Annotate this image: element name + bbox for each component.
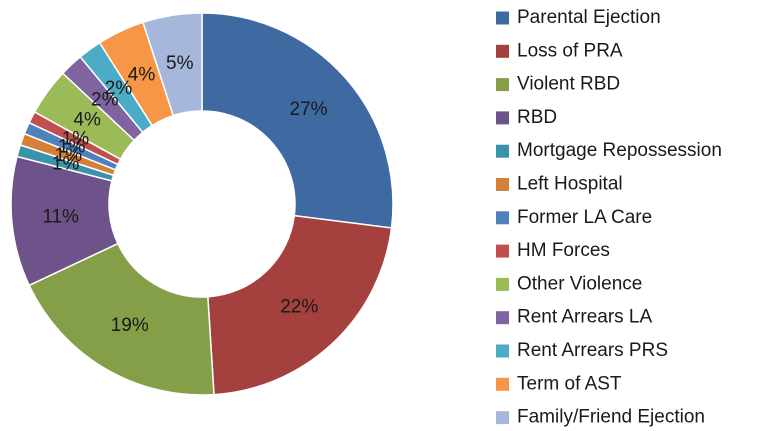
legend-label: Term of AST — [517, 373, 622, 394]
data-label: 11% — [42, 206, 79, 227]
legend-swatch — [496, 311, 509, 325]
legend-label: Rent Arrears PRS — [517, 340, 668, 361]
legend-label: Parental Ejection — [517, 7, 661, 28]
data-label: 2% — [105, 78, 133, 99]
legend-swatch — [496, 178, 509, 191]
legend-label: Violent RBD — [517, 74, 620, 95]
legend-swatch — [496, 377, 509, 391]
legend-label: HM Forces — [517, 240, 610, 261]
data-label: 22% — [280, 297, 318, 318]
data-label: 1% — [62, 129, 90, 150]
legend-swatch — [496, 277, 509, 291]
donut-slice — [207, 214, 393, 396]
data-label: 1% — [58, 137, 86, 158]
legend-label: Mortgage Repossession — [517, 140, 722, 161]
legend-label: Rent Arrears LA — [517, 307, 652, 328]
legend-swatch — [496, 144, 509, 158]
legend-swatch — [496, 111, 509, 125]
legend-label: Left Hospital — [517, 174, 623, 195]
legend-swatch — [496, 44, 509, 58]
donut-slice — [28, 242, 215, 396]
legend-label: RBD — [517, 107, 557, 128]
data-label: 4% — [128, 65, 156, 86]
data-label: 1% — [55, 145, 83, 166]
legend-swatch — [496, 244, 509, 258]
legend-swatch — [496, 11, 509, 25]
legend-swatch — [496, 211, 509, 225]
legend-label: Former LA Care — [517, 207, 652, 228]
legend-swatch — [496, 344, 509, 358]
legend-label: Loss of PRA — [517, 40, 623, 61]
data-label: 27% — [290, 99, 328, 120]
legend-swatch — [496, 411, 509, 425]
donut-slice — [201, 12, 394, 229]
data-label: 2% — [91, 90, 119, 111]
legend-swatch — [496, 78, 509, 92]
data-label: 19% — [111, 315, 149, 336]
data-label: 1% — [52, 153, 80, 174]
legend-label: Other Violence — [517, 273, 642, 294]
donut-slice — [142, 12, 203, 117]
legend-label: Family/Friend Ejection — [517, 407, 705, 428]
data-label: 4% — [73, 110, 101, 131]
data-label: 5% — [166, 53, 194, 74]
